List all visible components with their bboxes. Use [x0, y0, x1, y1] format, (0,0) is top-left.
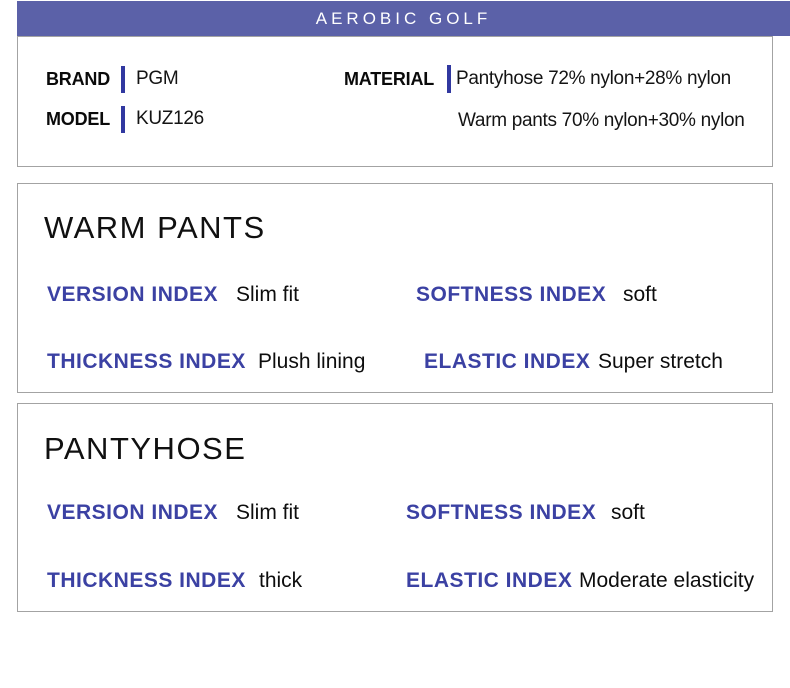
material-value-line2: Warm pants 70% nylon+30% nylon — [458, 110, 745, 131]
section-title: PANTYHOSE — [44, 431, 247, 466]
model-label: MODEL — [46, 109, 110, 129]
info-panel: BRAND PGM MODEL KUZ126 MATERIAL Pantyhos… — [17, 36, 773, 167]
elastic-index-value: Moderate elasticity — [579, 569, 755, 592]
thickness-index-label: THICKNESS INDEX — [47, 350, 246, 373]
softness-index-label: SOFTNESS INDEX — [406, 501, 597, 524]
header-bar: AEROBIC GOLF — [17, 1, 790, 36]
thickness-index-value: Plush lining — [258, 350, 366, 373]
version-index-label: VERSION INDEX — [47, 283, 219, 306]
brand-separator-bar — [121, 66, 125, 93]
material-label: MATERIAL — [344, 69, 435, 89]
version-index-value: Slim fit — [236, 501, 299, 524]
softness-index-label: SOFTNESS INDEX — [416, 283, 607, 306]
softness-index-value: soft — [623, 283, 657, 306]
version-index-label: VERSION INDEX — [47, 501, 219, 524]
model-separator-bar — [121, 106, 125, 133]
material-separator-bar — [447, 65, 451, 93]
version-index-value: Slim fit — [236, 283, 299, 306]
model-value: KUZ126 — [136, 108, 204, 129]
elastic-index-value: Super stretch — [598, 350, 723, 373]
material-value-line1: Pantyhose 72% nylon+28% nylon — [456, 68, 731, 89]
elastic-index-label: ELASTIC INDEX — [424, 350, 591, 373]
softness-index-value: soft — [611, 501, 645, 524]
elastic-index-label: ELASTIC INDEX — [406, 569, 573, 592]
warm-pants-section: WARM PANTS VERSION INDEX Slim fit SOFTNE… — [17, 183, 773, 393]
thickness-index-value: thick — [259, 569, 303, 592]
pantyhose-section: PANTYHOSE VERSION INDEX Slim fit SOFTNES… — [17, 403, 773, 612]
page-title: AEROBIC GOLF — [315, 8, 492, 28]
section-title: WARM PANTS — [44, 210, 266, 245]
thickness-index-label: THICKNESS INDEX — [47, 569, 246, 592]
brand-label: BRAND — [46, 69, 110, 89]
brand-value: PGM — [136, 68, 179, 89]
